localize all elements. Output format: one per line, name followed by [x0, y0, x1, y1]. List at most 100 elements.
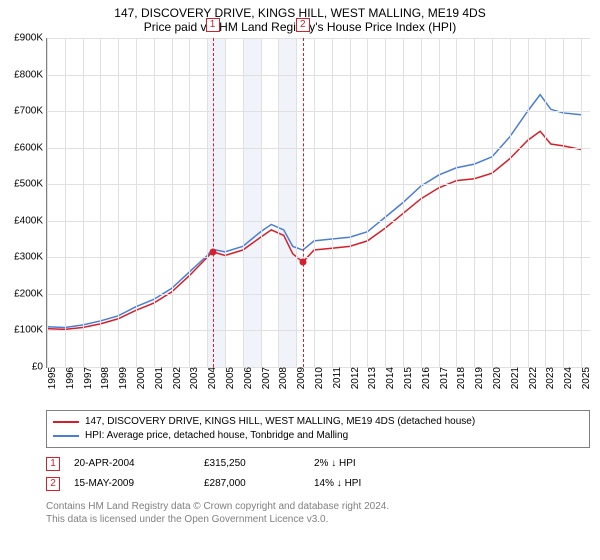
- x-tick-label: 2011: [328, 367, 343, 389]
- x-tick-label: 2020: [488, 367, 503, 389]
- gridline-horizontal: [47, 330, 590, 331]
- x-tick-label: 2019: [470, 367, 485, 389]
- event-badge: 2: [296, 18, 310, 32]
- gridline-vertical: [243, 38, 244, 367]
- x-tick-label: 2021: [506, 367, 521, 389]
- x-tick-label: 2018: [452, 367, 467, 389]
- gridline-vertical: [136, 38, 137, 367]
- y-tick-label: £800K: [14, 69, 47, 80]
- x-tick-label: 2014: [381, 367, 396, 389]
- gridline-horizontal: [47, 148, 590, 149]
- chart-title: 147, DISCOVERY DRIVE, KINGS HILL, WEST M…: [0, 0, 600, 20]
- legend-item: 147, DISCOVERY DRIVE, KINGS HILL, WEST M…: [53, 415, 583, 429]
- legend-item: HPI: Average price, detached house, Tonb…: [53, 429, 583, 443]
- gridline-horizontal: [47, 75, 590, 76]
- plot-area: £0£100K£200K£300K£400K£500K£600K£700K£80…: [46, 38, 590, 368]
- x-tick-label: 2008: [274, 367, 289, 389]
- footer-attribution: Contains HM Land Registry data © Crown c…: [46, 500, 590, 526]
- x-tick-label: 2007: [257, 367, 272, 389]
- x-tick-label: 1998: [96, 367, 111, 389]
- y-tick-label: £400K: [14, 215, 47, 226]
- event-row-badge: 2: [46, 477, 60, 491]
- legend-swatch: [53, 421, 79, 423]
- y-tick-label: £300K: [14, 252, 47, 263]
- gridline-vertical: [65, 38, 66, 367]
- event-marker: [209, 248, 216, 255]
- event-line: [213, 38, 214, 367]
- gridline-vertical: [510, 38, 511, 367]
- event-date: 15-MAY-2009: [74, 474, 204, 494]
- y-tick-label: £100K: [14, 325, 47, 336]
- footer-line-1: Contains HM Land Registry data © Crown c…: [46, 500, 590, 513]
- gridline-vertical: [225, 38, 226, 367]
- x-tick-label: 2002: [168, 367, 183, 389]
- line-series-svg: [47, 38, 590, 367]
- gridline-vertical: [118, 38, 119, 367]
- event-line: [303, 38, 304, 367]
- event-price: £287,000: [204, 474, 314, 494]
- gridline-horizontal: [47, 221, 590, 222]
- gridline-vertical: [492, 38, 493, 367]
- event-hpi-delta: 14% ↓ HPI: [314, 474, 361, 494]
- legend-box: 147, DISCOVERY DRIVE, KINGS HILL, WEST M…: [46, 410, 590, 448]
- x-tick-label: 2025: [577, 367, 592, 389]
- footer-line-2: This data is licensed under the Open Gov…: [46, 513, 590, 526]
- x-tick-label: 2000: [132, 367, 147, 389]
- gridline-vertical: [403, 38, 404, 367]
- x-tick-label: 2022: [524, 367, 539, 389]
- gridline-horizontal: [47, 184, 590, 185]
- x-tick-label: 2013: [363, 367, 378, 389]
- event-hpi-delta: 2% ↓ HPI: [314, 454, 356, 474]
- gridline-vertical: [332, 38, 333, 367]
- x-tick-label: 2015: [399, 367, 414, 389]
- gridline-vertical: [563, 38, 564, 367]
- event-row-badge: 1: [46, 457, 60, 471]
- x-tick-label: 2010: [310, 367, 325, 389]
- gridline-vertical: [474, 38, 475, 367]
- legend-label: 147, DISCOVERY DRIVE, KINGS HILL, WEST M…: [85, 415, 475, 429]
- y-tick-label: £200K: [14, 288, 47, 299]
- x-tick-label: 2004: [203, 367, 218, 389]
- gridline-vertical: [261, 38, 262, 367]
- gridline-vertical: [154, 38, 155, 367]
- x-tick-label: 1999: [114, 367, 129, 389]
- x-tick-label: 2012: [346, 367, 361, 389]
- event-price: £315,250: [204, 454, 314, 474]
- gridline-vertical: [189, 38, 190, 367]
- event-marker: [299, 259, 306, 266]
- event-date: 20-APR-2004: [74, 454, 204, 474]
- gridline-horizontal: [47, 111, 590, 112]
- events-table: 1 20-APR-2004£315,2502% ↓ HPI 2 15-MAY-2009…: [46, 454, 590, 494]
- x-tick-label: 2006: [239, 367, 254, 389]
- legend-swatch: [53, 435, 79, 437]
- gridline-horizontal: [47, 257, 590, 258]
- x-tick-label: 2009: [292, 367, 307, 389]
- gridline-vertical: [581, 38, 582, 367]
- event-badge: 1: [206, 18, 220, 32]
- x-tick-label: 2005: [221, 367, 236, 389]
- x-tick-label: 1996: [61, 367, 76, 389]
- x-tick-label: 2017: [435, 367, 450, 389]
- gridline-vertical: [439, 38, 440, 367]
- legend-label: HPI: Average price, detached house, Tonb…: [85, 429, 348, 443]
- x-tick-label: 2024: [559, 367, 574, 389]
- gridline-vertical: [350, 38, 351, 367]
- x-tick-label: 2016: [417, 367, 432, 389]
- gridline-vertical: [367, 38, 368, 367]
- gridline-vertical: [421, 38, 422, 367]
- gridline-vertical: [47, 38, 48, 367]
- x-tick-label: 2001: [150, 367, 165, 389]
- gridline-vertical: [456, 38, 457, 367]
- x-tick-label: 1997: [79, 367, 94, 389]
- gridline-vertical: [296, 38, 297, 367]
- gridline-vertical: [83, 38, 84, 367]
- event-row: 2 15-MAY-2009£287,00014% ↓ HPI: [46, 474, 590, 494]
- gridline-vertical: [278, 38, 279, 367]
- x-tick-label: 2003: [185, 367, 200, 389]
- y-tick-label: £500K: [14, 179, 47, 190]
- gridline-horizontal: [47, 38, 590, 39]
- gridline-vertical: [172, 38, 173, 367]
- gridline-vertical: [207, 38, 208, 367]
- gridline-vertical: [385, 38, 386, 367]
- gridline-vertical: [100, 38, 101, 367]
